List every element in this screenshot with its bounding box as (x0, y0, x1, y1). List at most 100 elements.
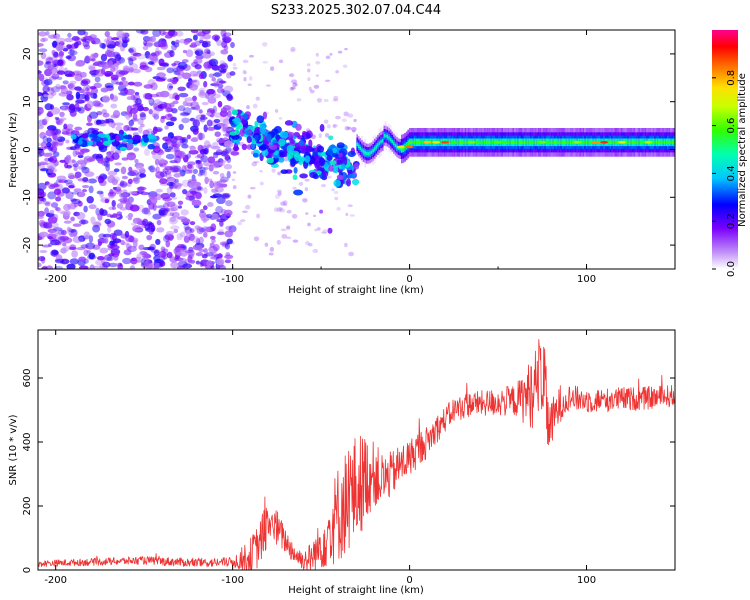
spectrogram-cell (46, 55, 53, 62)
spectrogram-cell (201, 226, 210, 233)
spectrogram-cell (67, 83, 74, 89)
spectrogram-cell (351, 178, 360, 186)
y-tick-label: 600 (22, 368, 33, 387)
spectrogram-cell (128, 191, 138, 195)
spectrogram-cell (253, 236, 260, 242)
spectrogram-cell (88, 204, 97, 210)
spectrogram-cell (319, 209, 324, 214)
spectrogram-cell (97, 213, 103, 221)
spectrogram-cell (54, 241, 62, 246)
spectrogram-cell (173, 228, 179, 234)
spectrogram-cell (173, 135, 184, 141)
spectrogram-cell (212, 170, 220, 175)
spectrogram-cell (65, 182, 75, 187)
spectrogram-cell (38, 60, 44, 66)
spectrogram-cell (528, 140, 531, 144)
spectrogram-cell (229, 71, 236, 76)
spectrogram-cell (614, 140, 617, 144)
spectrogram-cell (128, 166, 133, 173)
spectrogram-cell (38, 91, 41, 97)
spectrogram-cell (108, 253, 115, 257)
spectrogram-cell (200, 155, 208, 163)
spectrogram-cell (294, 82, 299, 87)
spectrogram-cell (65, 139, 70, 144)
spectrogram-cell (241, 118, 247, 126)
spectrogram-cell (224, 230, 233, 238)
spectrogram-cell (66, 164, 72, 169)
spectrogram-cell (145, 39, 154, 48)
spectrogram-y-axis: -20 -10 0 10 20 (22, 48, 675, 253)
spectrogram-cell (177, 61, 188, 70)
spectrogram-cell (383, 134, 386, 138)
spectrogram-cell (66, 94, 74, 101)
spectrogram-cell (223, 163, 233, 170)
spectrogram-cell (146, 128, 153, 134)
spectrogram-cell (39, 191, 47, 198)
spectrogram-cell (182, 107, 192, 115)
spectrogram-cell (40, 37, 46, 43)
spectrogram-cell (180, 231, 186, 238)
spectrogram-cell (106, 152, 112, 159)
spectrogram-cell (491, 140, 494, 144)
spectrogram-cell (132, 177, 139, 182)
spectrogram-cell (132, 68, 141, 74)
spectrogram-cell (423, 141, 432, 144)
spectrogram-cell (291, 79, 298, 84)
spectrogram-cell (226, 170, 231, 179)
spectrogram-cell (54, 258, 65, 264)
spectrogram-cell (84, 171, 95, 177)
spectrogram-cell (154, 158, 160, 166)
spectrogram-cell (545, 140, 548, 144)
spectrogram-cell (374, 147, 376, 151)
y-tick-label: 20 (22, 48, 33, 61)
spectrogram-cell (111, 200, 116, 207)
spectrogram-cell (108, 60, 114, 68)
spectrogram-cell (147, 133, 154, 141)
y-tick-label: -20 (22, 237, 33, 253)
spectrogram-cell (362, 150, 365, 154)
spectrogram-cell (246, 105, 250, 110)
spectrogram-cell (155, 262, 160, 267)
spectrogram-cell (177, 205, 183, 209)
spectrogram-cell (259, 170, 263, 173)
spectrogram-cell (278, 207, 284, 211)
spectrogram-cell (44, 115, 50, 122)
spectrogram-cell (63, 203, 71, 212)
spectrogram-cell (140, 30, 149, 35)
spectrogram-cell (47, 66, 58, 75)
spectrogram-cell (78, 237, 84, 243)
spectrogram-cell (52, 59, 62, 66)
spectrogram-cell (453, 140, 456, 144)
spectrogram-cell (139, 113, 147, 121)
snr-panel: -200 -100 0 100 0 200 400 600 Height of straig… (8, 329, 676, 596)
spectrogram-cell (324, 133, 330, 138)
spectrogram-cell (132, 228, 143, 232)
spectrogram-cell (115, 81, 124, 86)
spectrogram-cell (99, 247, 109, 254)
spectrogram-cell (144, 223, 151, 231)
spectrogram-cell (213, 151, 223, 156)
spectrogram-cell (195, 50, 200, 56)
spectrogram-cell (106, 213, 112, 218)
spectrogram-cell (523, 140, 526, 144)
spectrogram-cell (290, 86, 296, 90)
spectrogram-cell (344, 126, 350, 131)
spectrogram-cell (342, 64, 348, 68)
spectrogram-cell (218, 64, 226, 69)
spectrogram-cell (202, 232, 208, 238)
spectrogram-cell (81, 166, 88, 170)
spectrogram-cell (256, 115, 265, 124)
spectrogram-cell (188, 149, 199, 155)
spectrogram-cell (110, 144, 117, 152)
spectrogram-cell (333, 179, 341, 187)
spectrogram-cell (198, 227, 206, 233)
spectrogram-cell (171, 40, 176, 46)
spectrogram-cell (587, 140, 590, 144)
spectrogram-cell (332, 99, 339, 102)
spectrogram-cell (561, 140, 564, 144)
spectrogram-cell (581, 140, 583, 144)
spectrogram-cell (38, 31, 47, 37)
spectrogram-cell (332, 123, 338, 128)
spectrogram-cell (203, 80, 208, 88)
spectrogram-cell (616, 140, 618, 144)
